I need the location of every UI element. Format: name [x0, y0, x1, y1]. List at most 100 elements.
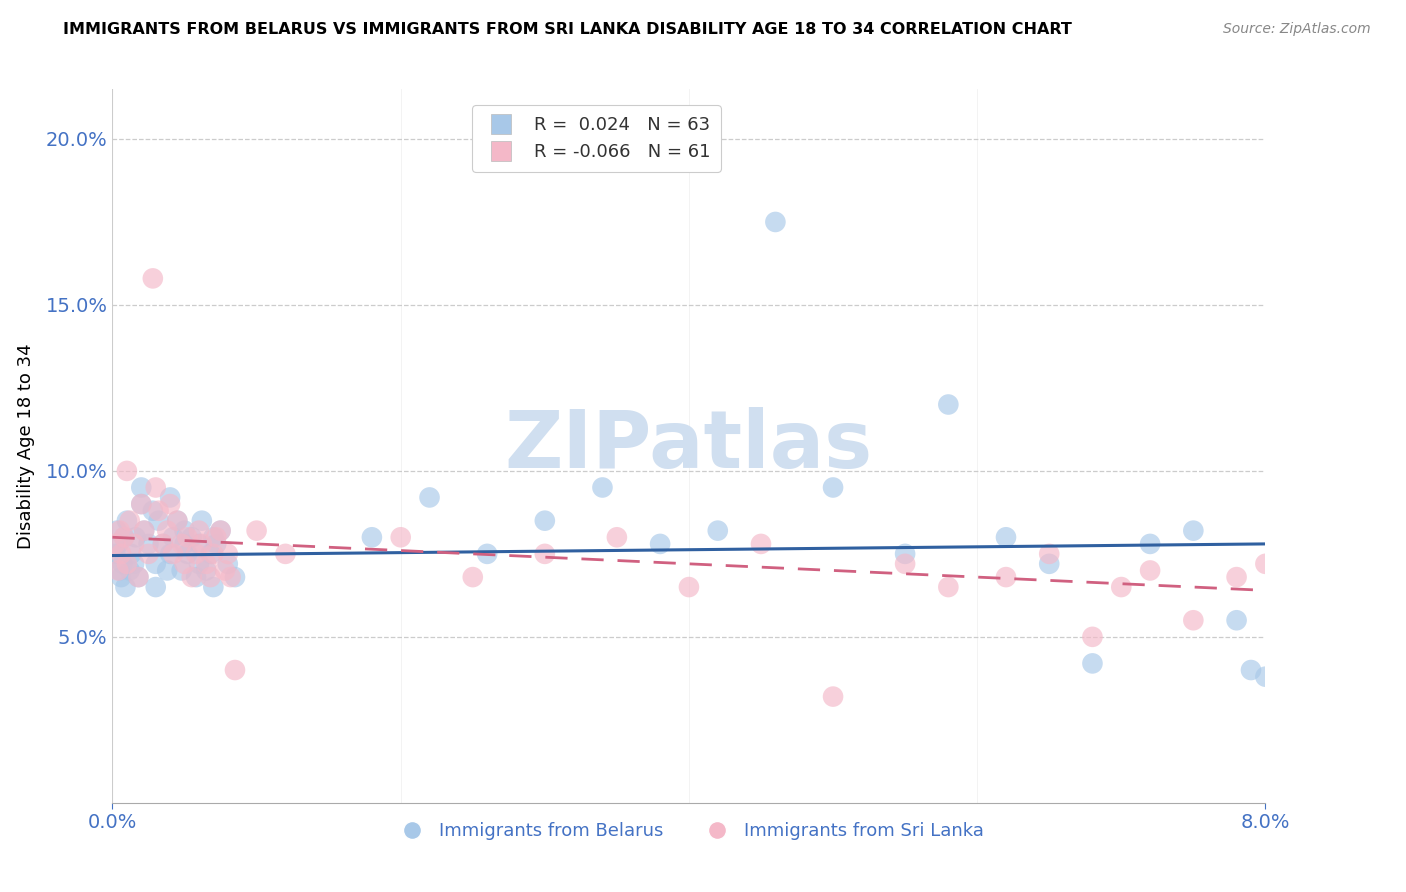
Point: [104, 537, 127, 551]
Point: [606, 530, 628, 544]
Point: [105, 524, 128, 538]
Point: [389, 530, 412, 544]
Point: [461, 570, 484, 584]
Point: [678, 580, 700, 594]
Point: [202, 580, 225, 594]
Point: [1254, 670, 1277, 684]
Point: [224, 663, 246, 677]
Point: [110, 547, 132, 561]
Point: [110, 570, 132, 584]
Point: [1240, 663, 1263, 677]
Point: [120, 547, 142, 561]
Point: [188, 524, 211, 538]
Point: [246, 524, 269, 538]
Point: [1226, 613, 1249, 627]
Text: Source: ZipAtlas.com: Source: ZipAtlas.com: [1223, 22, 1371, 37]
Point: [188, 557, 211, 571]
Point: [214, 564, 236, 578]
Point: [1038, 557, 1060, 571]
Point: [894, 547, 917, 561]
Point: [162, 547, 184, 561]
Point: [127, 570, 149, 584]
Point: [533, 547, 555, 561]
Point: [894, 557, 917, 571]
Point: [202, 530, 225, 544]
Point: [118, 564, 141, 578]
Point: [129, 481, 153, 495]
Point: [202, 547, 225, 561]
Point: [1226, 570, 1249, 584]
Point: [145, 481, 167, 495]
Point: [129, 497, 153, 511]
Point: [749, 537, 772, 551]
Point: [173, 537, 195, 551]
Point: [176, 547, 198, 561]
Point: [112, 530, 135, 544]
Point: [1139, 537, 1161, 551]
Point: [184, 547, 207, 561]
Point: [170, 537, 193, 551]
Point: [938, 397, 960, 411]
Point: [170, 564, 193, 578]
Point: [1081, 630, 1104, 644]
Point: [592, 481, 614, 495]
Point: [360, 530, 382, 544]
Point: [209, 524, 232, 538]
Point: [145, 557, 167, 571]
Point: [156, 524, 179, 538]
Point: [224, 570, 246, 584]
Point: [142, 504, 165, 518]
Point: [217, 547, 239, 561]
Point: [104, 547, 127, 561]
Point: [191, 537, 214, 551]
Legend: Immigrants from Belarus, Immigrants from Sri Lanka: Immigrants from Belarus, Immigrants from…: [387, 815, 991, 847]
Point: [166, 514, 188, 528]
Point: [124, 530, 146, 544]
Point: [191, 514, 214, 528]
Point: [205, 537, 228, 551]
Point: [995, 530, 1018, 544]
Point: [108, 564, 131, 578]
Point: [195, 557, 218, 571]
Point: [107, 537, 129, 551]
Point: [115, 514, 138, 528]
Point: [1254, 557, 1277, 571]
Point: [217, 557, 239, 571]
Point: [219, 570, 242, 584]
Point: [184, 570, 207, 584]
Point: [166, 514, 188, 528]
Text: IMMIGRANTS FROM BELARUS VS IMMIGRANTS FROM SRI LANKA DISABILITY AGE 18 TO 34 COR: IMMIGRANTS FROM BELARUS VS IMMIGRANTS FR…: [63, 22, 1073, 37]
Point: [148, 504, 170, 518]
Point: [152, 537, 174, 551]
Point: [127, 570, 149, 584]
Point: [765, 215, 787, 229]
Point: [1081, 657, 1104, 671]
Point: [274, 547, 297, 561]
Point: [821, 481, 844, 495]
Point: [419, 491, 441, 505]
Point: [134, 524, 156, 538]
Point: [138, 547, 160, 561]
Point: [180, 570, 202, 584]
Point: [148, 514, 170, 528]
Point: [200, 547, 222, 561]
Point: [821, 690, 844, 704]
Point: [188, 537, 211, 551]
Point: [1182, 524, 1205, 538]
Y-axis label: Disability Age 18 to 34: Disability Age 18 to 34: [17, 343, 35, 549]
Point: [162, 530, 184, 544]
Point: [1282, 597, 1305, 611]
Point: [205, 530, 228, 544]
Point: [152, 537, 174, 551]
Point: [1139, 564, 1161, 578]
Point: [200, 570, 222, 584]
Point: [1369, 590, 1392, 604]
Point: [995, 570, 1018, 584]
Point: [159, 491, 181, 505]
Point: [111, 557, 134, 571]
Text: ZIPatlas: ZIPatlas: [505, 407, 873, 485]
Point: [108, 524, 131, 538]
Point: [115, 464, 138, 478]
Point: [159, 497, 181, 511]
Point: [159, 547, 181, 561]
